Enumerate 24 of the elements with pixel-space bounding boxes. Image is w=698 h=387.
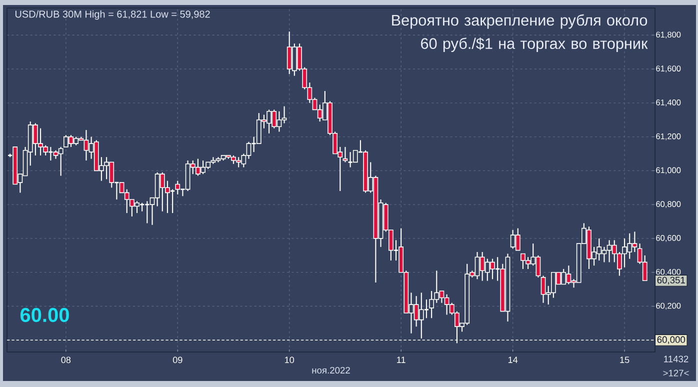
y-tick-label: 60,600 xyxy=(656,235,681,242)
text: 11432 xyxy=(664,356,688,362)
y-tick-label: 60,800 xyxy=(656,201,681,208)
text: >127< xyxy=(663,370,689,376)
y-tick-label: 61,400 xyxy=(656,99,681,106)
annotation: 60.00 xyxy=(20,308,69,322)
annotation: 60,351 xyxy=(657,276,685,285)
x-tick-label: 15 xyxy=(620,356,630,364)
y-tick-label: 60,200 xyxy=(656,302,681,310)
x-tick-label: 08 xyxy=(61,356,71,364)
x-tick-label: 11 xyxy=(397,356,406,363)
x-axis-title: ноя.2022 xyxy=(312,366,350,374)
y-tick-label: 61,200 xyxy=(656,133,681,140)
y-tick-label: 60,400 xyxy=(656,268,681,276)
ref-line-label: 60,000 xyxy=(657,336,686,344)
x-tick-label: 14 xyxy=(508,356,518,363)
y-tick-label: 61,800 xyxy=(656,32,681,39)
x-tick-label: 10 xyxy=(285,356,294,364)
chart-subtitle: USD/RUB 30M High = 61,821 Low = 59,982 xyxy=(15,10,210,20)
y-tick-label: 61,000 xyxy=(656,167,681,174)
text: Вероятно закрепление рубля около 60 руб./$1 на торгах во вторник xyxy=(392,14,648,52)
y-tick-label: 61,600 xyxy=(656,66,681,72)
x-tick-label: 09 xyxy=(172,356,182,364)
candlestick xyxy=(342,146,348,163)
